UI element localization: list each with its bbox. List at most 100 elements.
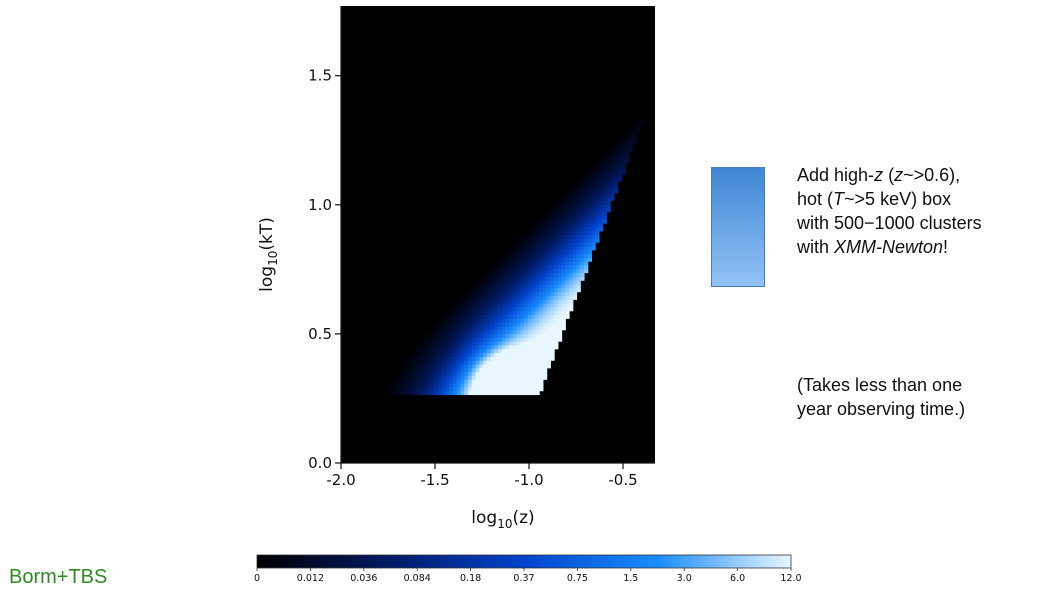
heatmap-cell (501, 280, 507, 285)
heatmap-cell (576, 204, 581, 209)
heatmap-cell (400, 375, 406, 380)
heatmap-cell (501, 371, 507, 377)
heatmap-cell (475, 383, 480, 388)
heatmap-cell (516, 242, 522, 247)
heatmap-cell (512, 356, 518, 361)
heatmap-cell (468, 333, 473, 338)
heatmap-cell (591, 196, 596, 201)
heatmap-cell (449, 310, 454, 316)
heatmap-cell (453, 390, 458, 396)
heatmap-cell (539, 230, 544, 236)
heatmap-cell (438, 386, 443, 392)
heatmap-cell (509, 344, 514, 350)
heatmap-cell (445, 348, 451, 354)
heatmap-cell (617, 143, 622, 148)
heatmap-cell (408, 363, 413, 369)
heatmap-cell (527, 268, 533, 274)
heatmap-cell (572, 257, 578, 262)
heatmap-cell (535, 341, 540, 346)
heatmap-cell (595, 215, 600, 220)
heatmap-cell (520, 344, 525, 350)
heatmap-cell (569, 303, 574, 308)
heatmap-cell (512, 253, 518, 258)
heatmap-cell (494, 314, 499, 319)
heatmap-cell (613, 169, 619, 175)
heatmap-cell (569, 253, 574, 258)
heatmap-cell (412, 363, 417, 369)
heatmap-cell (438, 337, 443, 342)
heatmap-cell (535, 363, 540, 369)
heatmap-cell (486, 375, 492, 380)
heatmap-cell (632, 124, 637, 129)
heatmap-cell (441, 322, 447, 327)
heatmap-cell (542, 215, 548, 220)
heatmap-cell (572, 249, 578, 255)
heatmap-cell (423, 383, 428, 388)
heatmap-cell (483, 386, 488, 392)
heatmap-cell (546, 238, 551, 243)
heatmap-cell (456, 329, 462, 335)
heatmap-cell (475, 386, 480, 392)
heatmap-cell (561, 219, 566, 224)
heatmap-cell (419, 344, 424, 350)
heatmap-cell (554, 215, 559, 220)
heatmap-cell (524, 337, 529, 342)
heatmap-cell (449, 360, 454, 365)
heatmap-cell (542, 230, 548, 236)
heatmap-cell (426, 333, 432, 338)
heatmap-cell (572, 276, 578, 281)
heatmap-cell (569, 287, 574, 293)
heatmap-cell (602, 207, 608, 213)
heatmap-cell (613, 177, 619, 182)
heatmap-cell (535, 367, 540, 373)
heatmap-cell (434, 333, 439, 338)
heatmap-cell (501, 333, 507, 338)
heatmap-cell (445, 333, 451, 338)
heatmap-cell (460, 295, 465, 300)
heatmap-cell (423, 375, 428, 380)
heatmap-cell (520, 352, 525, 357)
heatmap-cell (520, 371, 525, 377)
heatmap-cell (449, 371, 454, 377)
heatmap-cell (621, 135, 626, 140)
heatmap-cell (535, 223, 540, 228)
heatmap-cell (554, 310, 559, 316)
heatmap-cell (430, 383, 436, 388)
heatmap-cell (498, 303, 503, 308)
heatmap-cell (498, 306, 503, 312)
heatmap-cell (460, 371, 465, 377)
heatmap-cell (494, 371, 499, 377)
heatmap-cell (539, 253, 544, 258)
heatmap-cell (613, 165, 619, 171)
heatmap-cell (576, 207, 581, 213)
heatmap-cell (546, 287, 551, 293)
heatmap-cell (565, 249, 570, 255)
heatmap-cell (598, 177, 604, 182)
heatmap-cell (479, 287, 484, 293)
heatmap-cell (546, 322, 551, 327)
heatmap-cell (598, 162, 604, 167)
heatmap-cell (557, 207, 563, 213)
heatmap-cell (542, 329, 548, 335)
heatmap-cell (445, 360, 451, 365)
heatmap-cell (554, 325, 559, 331)
heatmap-cell (456, 337, 462, 342)
heatmap-cell (550, 211, 555, 217)
heatmap-cell (397, 390, 402, 396)
heatmap-cell (565, 234, 570, 239)
heatmap-cell (486, 314, 492, 319)
heatmap-cell (595, 196, 600, 201)
heatmap-cell (445, 375, 451, 380)
heatmap-cell (539, 249, 544, 255)
heatmap-cell (460, 341, 465, 346)
heatmap-cell (546, 257, 551, 262)
heatmap-cell (561, 303, 566, 308)
heatmap-cell (415, 367, 421, 373)
heatmap-cell (554, 223, 559, 228)
heatmap-cell (583, 207, 589, 213)
heatmap-cell (505, 352, 510, 357)
heatmap-cell (565, 219, 570, 224)
heatmap-cell (554, 284, 559, 289)
heatmap-cell (512, 303, 518, 308)
heatmap-cell (516, 303, 522, 308)
